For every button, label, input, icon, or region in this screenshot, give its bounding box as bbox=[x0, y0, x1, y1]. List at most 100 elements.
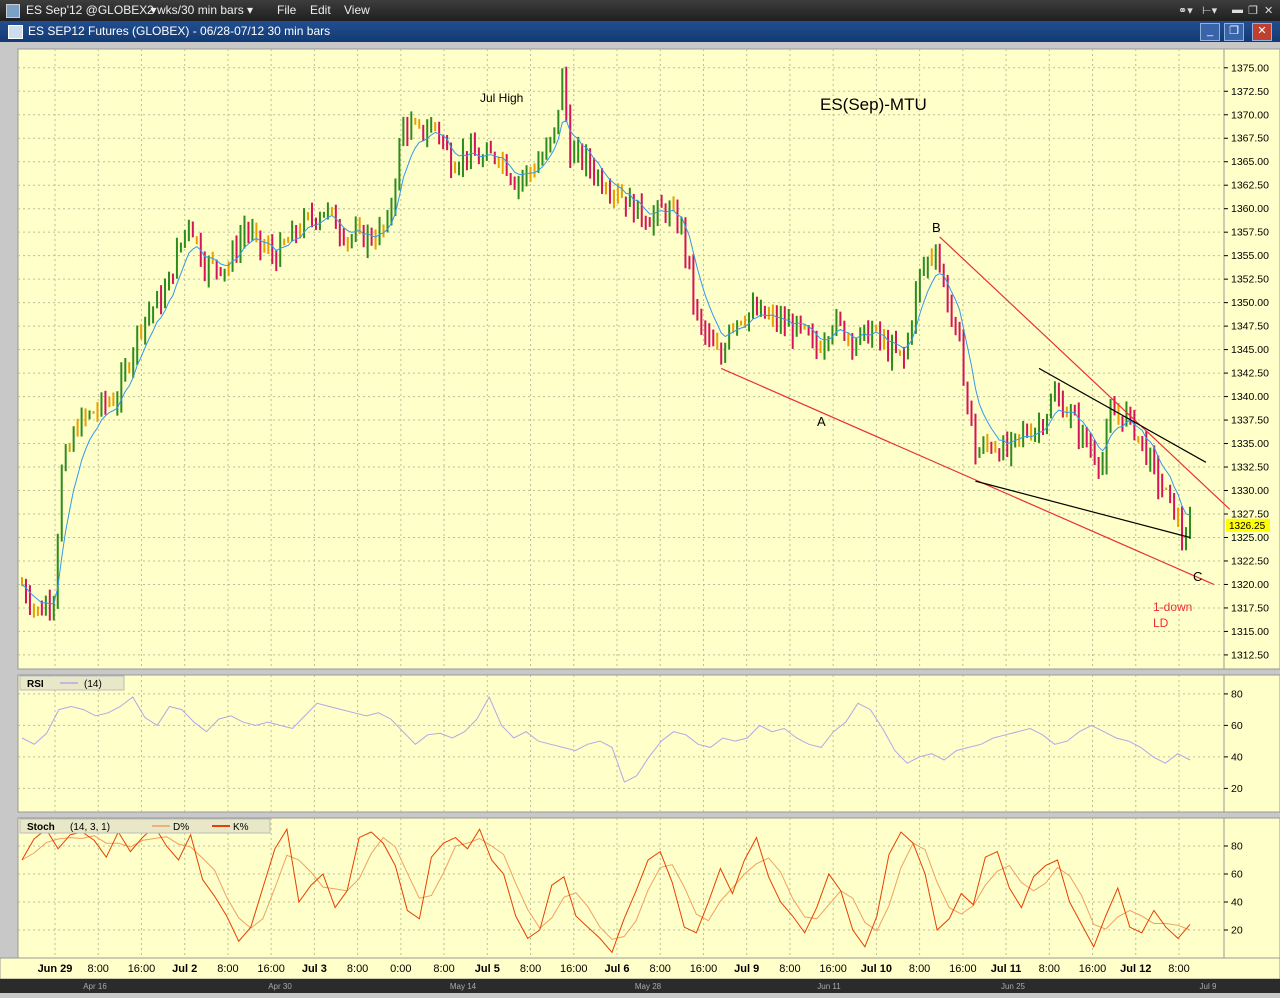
stoch-d-label: D% bbox=[173, 822, 189, 833]
time-tick-label: 8:00 bbox=[88, 963, 109, 975]
close-icon[interactable]: ✕ bbox=[1264, 5, 1274, 17]
price-tick-label: 1337.50 bbox=[1231, 415, 1269, 427]
time-tick-label: Jul 2 bbox=[172, 963, 197, 975]
indicator-tick-label: 40 bbox=[1231, 897, 1243, 909]
price-tick-label: 1375.00 bbox=[1231, 62, 1269, 74]
time-tick-label: 16:00 bbox=[949, 963, 977, 975]
window-close-button[interactable]: ✕ bbox=[1252, 23, 1272, 41]
trendlines bbox=[720, 236, 1231, 586]
pin-icon[interactable]: ⊢▾ bbox=[1202, 5, 1218, 17]
secondary-date-label: May 28 bbox=[635, 982, 662, 991]
rsi-y-axis: 20 40 60 80 bbox=[1224, 688, 1243, 795]
moving-average-line bbox=[21, 119, 1191, 605]
price-tick-label: 1335.00 bbox=[1231, 438, 1269, 450]
secondary-date-label: Apr 16 bbox=[83, 982, 107, 991]
price-y-axis: 1312.50 1315.00 1317.50 1320.00 1322.50 1325.… bbox=[1224, 62, 1269, 661]
rsi-title: RSI bbox=[27, 679, 44, 690]
time-tick-label: 8:00 bbox=[1168, 963, 1189, 975]
time-tick-label: 16:00 bbox=[128, 963, 156, 975]
price-tick-label: 1355.00 bbox=[1231, 250, 1269, 262]
chart-window-titlebar: ES SEP12 Futures (GLOBEX) - 06/28-07/12 … bbox=[0, 21, 1280, 42]
time-tick-label: Jun 29 bbox=[38, 963, 73, 975]
secondary-date-label: Jun 25 bbox=[1001, 982, 1026, 991]
indicator-tick-label: 60 bbox=[1231, 720, 1243, 732]
link-icon[interactable]: ⚭▾ bbox=[1178, 5, 1193, 17]
indicator-tick-label: 80 bbox=[1231, 841, 1243, 853]
rsi-pane[interactable]: 20 40 60 80 RSI (14) bbox=[17, 674, 1280, 813]
time-tick-label: Jul 11 bbox=[991, 963, 1022, 975]
stoch-grid bbox=[18, 818, 1224, 958]
stoch-axis-bg bbox=[1223, 817, 1280, 959]
price-tick-label: 1345.00 bbox=[1231, 344, 1269, 356]
annotation-ld: LD bbox=[1153, 616, 1169, 630]
price-tick-label: 1322.50 bbox=[1231, 555, 1269, 567]
time-tick-label: 8:00 bbox=[433, 963, 454, 975]
rsi-param: (14) bbox=[84, 679, 102, 690]
indicator-tick-label: 80 bbox=[1231, 688, 1243, 700]
price-tick-label: 1365.00 bbox=[1231, 156, 1269, 168]
price-tick-label: 1357.50 bbox=[1231, 227, 1269, 239]
rsi-grid bbox=[18, 675, 1224, 812]
time-tick-label: 8:00 bbox=[779, 963, 800, 975]
time-tick-label: Jul 3 bbox=[302, 963, 327, 975]
price-tick-label: 1312.50 bbox=[1231, 649, 1269, 661]
chart-window-icon bbox=[8, 25, 23, 39]
stoch-param: (14, 3, 1) bbox=[70, 822, 110, 833]
price-tick-label: 1330.00 bbox=[1231, 485, 1269, 497]
price-pane[interactable]: 1312.50 1315.00 1317.50 1320.00 1322.50 1325.… bbox=[17, 48, 1280, 670]
trendline bbox=[720, 367, 1215, 586]
menu-file[interactable]: File bbox=[277, 3, 297, 17]
trendline bbox=[975, 480, 1191, 539]
restore-icon[interactable]: ❐ bbox=[1248, 5, 1258, 17]
annotation-c: C bbox=[1193, 569, 1202, 584]
time-tick-label: 16:00 bbox=[1079, 963, 1107, 975]
time-tick-label: 16:00 bbox=[560, 963, 588, 975]
price-tick-label: 1327.50 bbox=[1231, 509, 1269, 521]
price-tick-label: 1342.50 bbox=[1231, 368, 1269, 380]
price-axis-bg bbox=[1223, 48, 1280, 670]
stoch-y-axis: 20 40 60 80 bbox=[1224, 841, 1243, 937]
time-tick-label: 16:00 bbox=[819, 963, 847, 975]
time-tick-label: 0:00 bbox=[390, 963, 411, 975]
price-tick-label: 1317.50 bbox=[1231, 602, 1269, 614]
time-tick-label: Jul 5 bbox=[475, 963, 500, 975]
interval-selector[interactable]: 2 wks/30 min bars ▾ bbox=[147, 3, 254, 17]
secondary-date-label: May 14 bbox=[450, 982, 477, 991]
price-tick-label: 1347.50 bbox=[1231, 321, 1269, 333]
price-tick-label: 1362.50 bbox=[1231, 180, 1269, 192]
window-minimize-button[interactable]: _ bbox=[1200, 23, 1220, 41]
price-tick-label: 1315.00 bbox=[1231, 626, 1269, 638]
price-tick-label: 1372.50 bbox=[1231, 86, 1269, 98]
time-tick-label: 8:00 bbox=[909, 963, 930, 975]
stoch-pane[interactable]: 20 40 60 80 Stoch (14, 3, 1) D% K% bbox=[17, 817, 1280, 959]
last-price-value: 1326.25 bbox=[1229, 521, 1266, 532]
symbol-selector[interactable]: ES Sep'12 @GLOBEX ▾ bbox=[26, 3, 157, 17]
window-maximize-button[interactable]: ❐ bbox=[1224, 23, 1244, 41]
last-price-tag: 1326.25 bbox=[1226, 518, 1270, 532]
rsi-plot-bg bbox=[17, 674, 1225, 813]
time-tick-label: Jul 10 bbox=[861, 963, 892, 975]
time-axis-bg bbox=[0, 957, 1280, 979]
price-plot-bg bbox=[17, 48, 1225, 670]
annotation-1-down: 1-down bbox=[1153, 600, 1192, 614]
secondary-date-label: Jun 11 bbox=[817, 982, 841, 991]
chart-window-title: ES SEP12 Futures (GLOBEX) - 06/28-07/12 … bbox=[28, 24, 331, 38]
price-tick-label: 1332.50 bbox=[1231, 462, 1269, 474]
indicator-tick-label: 60 bbox=[1231, 869, 1243, 881]
minimize-icon[interactable]: ▬ bbox=[1232, 4, 1243, 16]
secondary-date-strip[interactable]: Apr 16 Apr 30 May 14 May 28 Jun 11 Jun 25 Jul … bbox=[0, 979, 1280, 993]
trendline bbox=[939, 236, 1231, 510]
menu-view[interactable]: View bbox=[344, 3, 370, 17]
price-tick-label: 1352.50 bbox=[1231, 274, 1269, 286]
rsi-line bbox=[21, 695, 1191, 783]
indicator-tick-label: 20 bbox=[1231, 783, 1243, 795]
time-tick-label: 16:00 bbox=[257, 963, 285, 975]
app-icon bbox=[6, 4, 20, 18]
annotation-a: A bbox=[817, 414, 826, 429]
indicator-tick-label: 20 bbox=[1231, 925, 1243, 937]
time-tick-label: 8:00 bbox=[650, 963, 671, 975]
chart-area[interactable]: 1312.50 1315.00 1317.50 1320.00 1322.50 1325.… bbox=[0, 42, 1280, 979]
time-tick-label: Jul 6 bbox=[604, 963, 629, 975]
chart-title: ES(Sep)-MTU bbox=[820, 95, 927, 114]
menu-edit[interactable]: Edit bbox=[310, 3, 331, 17]
